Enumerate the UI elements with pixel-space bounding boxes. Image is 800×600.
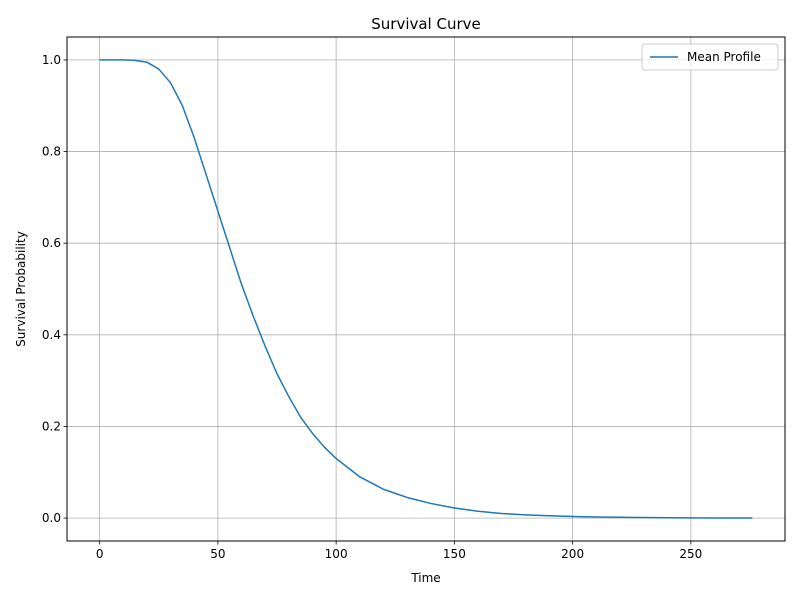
y-tick-label: 0.2 <box>42 419 61 433</box>
y-tick-label: 0.4 <box>42 328 61 342</box>
y-axis-title: Survival Probability <box>14 231 28 347</box>
y-tick-label: 0.8 <box>42 145 61 159</box>
plot-frame <box>66 36 786 542</box>
series-layer <box>99 59 753 519</box>
y-tick-label: 0.6 <box>42 236 61 250</box>
grid-lines <box>67 37 785 541</box>
legend: Mean Profile <box>641 43 779 71</box>
y-tick-label: 0.0 <box>42 511 61 525</box>
x-tick-label: 250 <box>679 547 702 561</box>
x-tick-label: 100 <box>325 547 348 561</box>
legend-label-mean-profile: Mean Profile <box>687 50 761 64</box>
legend-box <box>641 43 779 71</box>
x-axis-ticks: 0 50 100 150 200 250 <box>96 541 702 561</box>
y-axis-ticks: 0.0 0.2 0.4 0.6 0.8 1.0 <box>42 53 67 525</box>
x-tick-label: 150 <box>443 547 466 561</box>
chart-title: Survival Curve <box>371 15 481 33</box>
x-tick-label: 50 <box>210 547 225 561</box>
x-tick-label: 200 <box>561 547 584 561</box>
series-line-mean-profile <box>99 59 753 519</box>
x-axis-title: Time <box>410 571 440 585</box>
x-tick-label: 0 <box>96 547 104 561</box>
y-tick-label: 1.0 <box>42 53 61 67</box>
